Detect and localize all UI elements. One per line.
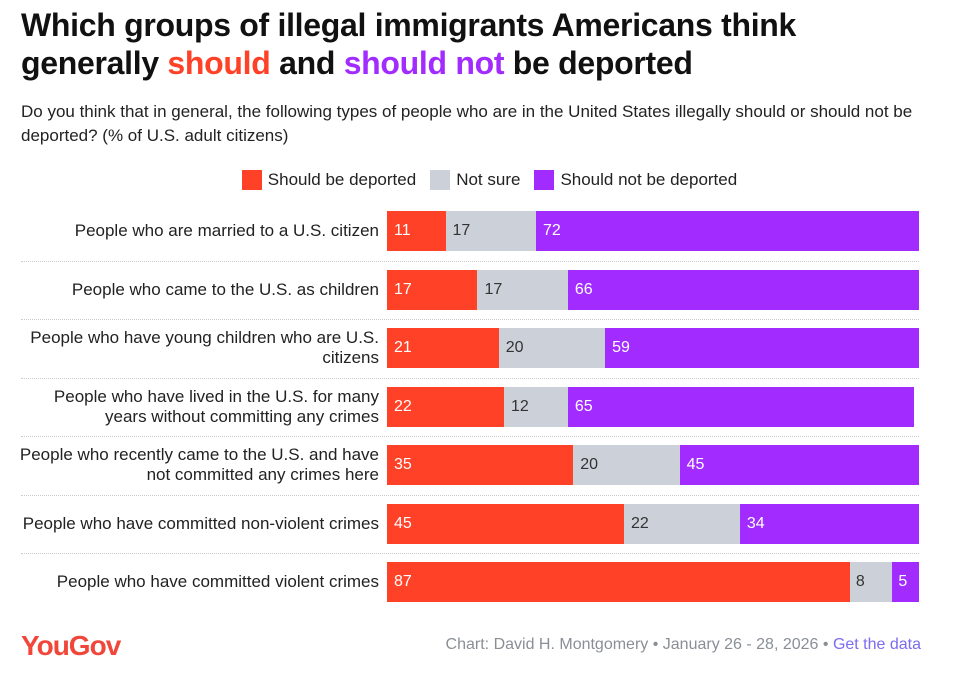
bar-segment-should-not: 45 [679,445,919,485]
bar-segment-should: 45 [387,503,624,544]
bar-segment-should-not: 59 [605,328,919,368]
bar-segment-should-not: 5 [892,562,919,602]
legend-label: Should not be deported [560,170,738,189]
row-divider [21,494,919,496]
legend-swatch [534,170,555,190]
chart-subtitle: Do you think that in general, the follow… [21,102,913,145]
legend-swatch [430,170,451,190]
bar-segment-should-not: 72 [535,211,919,251]
bar-segment-not-sure: 20 [573,445,680,485]
bar-segment-should: 35 [387,445,574,485]
title-should-not: should not [343,45,505,81]
bar-segment-should-not: 65 [567,386,914,427]
bar-row: People who have lived in the U.S. for ma… [0,386,969,427]
legend-swatch [241,170,262,190]
credit-text: Chart: David H. Montgomery • January 26 … [445,636,833,653]
bar-segment-should: 17 [387,269,478,310]
row-divider [21,377,919,379]
bar-row: People who are married to a U.S. citizen… [0,211,969,251]
legend-label: Not sure [456,170,521,189]
row-divider [21,436,919,437]
stacked-bar: 22 12 65 [387,386,919,427]
legend-label: Should be deported [267,170,417,189]
get-data-link[interactable]: Get the data [832,636,921,653]
legend-item-not-sure: Not sure [430,170,520,190]
legend: Should be deported Not sure Should not be … [0,170,969,190]
bar-row: People who came to the U.S. as children 1… [0,269,969,310]
bar-segment-should: 22 [387,386,505,427]
credit: Chart: David H. Montgomery • January 26 … [446,636,921,654]
category-label: People who recently came to the U.S. and… [19,445,379,484]
row-divider [21,319,919,320]
stacked-bar: 87 8 5 [387,562,919,602]
title-line1: Which groups of illegal immigrants Ameri… [21,7,797,43]
bar-segment-should: 87 [387,562,850,602]
stacked-bar: 45 22 34 [387,503,919,544]
category-label: People who are married to a U.S. citizen [74,221,379,240]
category-label: People who have lived in the U.S. for ma… [53,386,379,426]
bar-row: People who have committed violent crimes… [0,562,969,602]
stacked-bar: 35 20 45 [387,445,919,485]
row-divider [21,553,919,554]
stacked-bar: 17 17 66 [387,269,919,310]
bar-segment-should: 11 [387,211,446,251]
title-should: should [167,45,271,81]
bar-row: People who have young children who are U… [0,328,969,368]
bar-segment-should-not: 34 [739,503,919,544]
title-pre: generally [21,45,168,81]
legend-item-should-not: Should not be deported [534,170,737,190]
bar-row: People who have committed non-violent cr… [0,503,969,544]
bar-row: People who recently came to the U.S. and… [0,445,969,485]
bar-segment-not-sure: 17 [477,269,568,310]
row-divider [21,260,919,262]
yougov-logo: YouGov [21,630,121,661]
bar-segment-should: 21 [387,328,499,368]
bar-segment-should-not: 66 [567,269,919,310]
bar-segment-not-sure: 8 [849,562,893,602]
title-post: be deported [504,45,693,81]
bar-segment-not-sure: 12 [504,386,568,427]
stacked-bar: 11 17 72 [387,211,919,251]
legend-item-should: Should be deported [241,170,417,190]
bar-segment-not-sure: 20 [498,328,606,368]
chart-title: Which groups of illegal immigrants Ameri… [21,6,961,82]
category-label: People who came to the U.S. as children [71,279,379,299]
category-label: People who have young children who are U… [30,328,379,367]
stacked-bar: 21 20 59 [387,328,919,368]
bar-segment-not-sure: 17 [445,211,536,251]
title-mid: and [270,45,344,81]
category-label: People who have committed violent crimes [56,572,379,591]
category-label: People who have committed non-violent cr… [22,513,379,533]
bar-segment-not-sure: 22 [624,503,740,544]
